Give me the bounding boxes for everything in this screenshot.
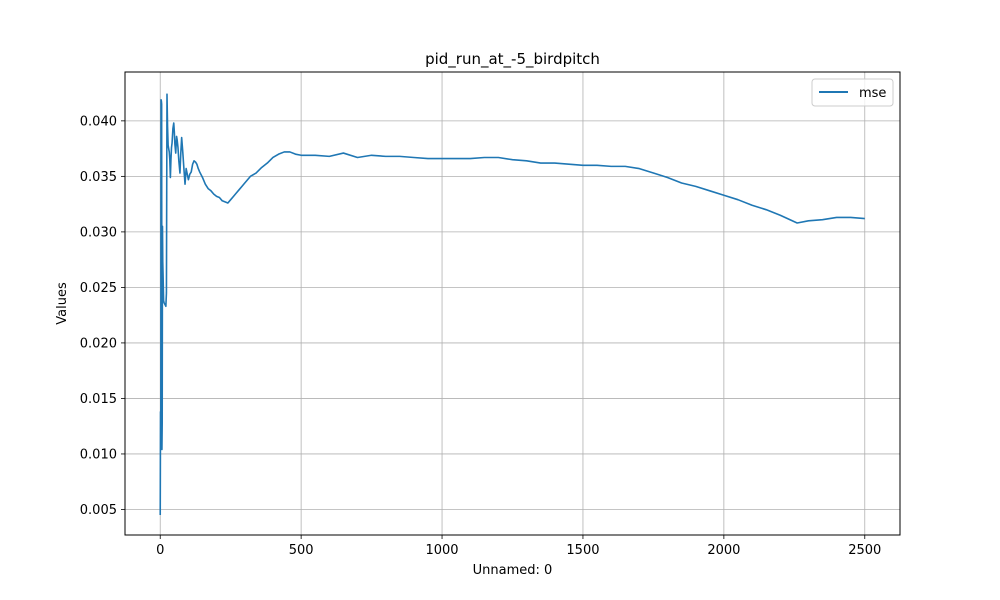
x-tick-label: 1000 xyxy=(425,543,458,558)
y-tick-label: 0.040 xyxy=(80,114,117,129)
line-layer xyxy=(159,93,865,516)
y-tick-label: 0.010 xyxy=(80,447,117,462)
series-line-mse xyxy=(159,93,865,516)
y-tick-label: 0.015 xyxy=(80,392,117,407)
grid-layer xyxy=(125,72,900,535)
y-tick-label: 0.035 xyxy=(80,170,117,185)
x-tick-label: 2000 xyxy=(707,543,740,558)
tick-layer: 0 500 1000 1500 2000 2500 0.005 0.010 0.015 0.020… xyxy=(80,114,882,558)
y-tick-label: 0.005 xyxy=(80,503,117,518)
x-tick-label: 2500 xyxy=(848,543,881,558)
y-tick-label: 0.025 xyxy=(80,281,117,296)
legend-label-mse: mse xyxy=(859,86,886,101)
x-axis-label: Unnamed: 0 xyxy=(473,563,553,578)
y-axis-label: Values xyxy=(55,282,70,325)
x-tick-label: 500 xyxy=(289,543,314,558)
y-tick-label: 0.020 xyxy=(80,336,117,351)
axes-frame xyxy=(124,71,901,536)
legend-box xyxy=(811,78,894,107)
x-tick-label: 0 xyxy=(156,543,164,558)
y-tick-label: 0.030 xyxy=(80,225,117,240)
legend: mse xyxy=(811,78,894,107)
x-tick-label: 1500 xyxy=(566,543,599,558)
chart-title: pid_run_at_-5_birdpitch xyxy=(425,50,600,69)
